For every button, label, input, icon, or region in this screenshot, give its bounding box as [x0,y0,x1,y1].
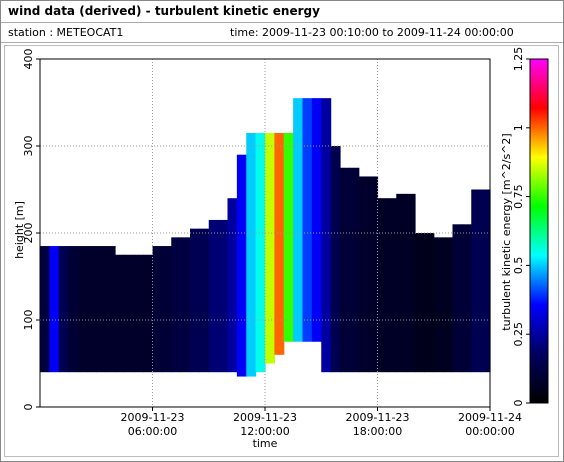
colorbar-tick-label: 0 [512,400,525,407]
y-axis-label: height [m] [13,201,26,259]
y-tick-label: 0 [22,404,35,411]
heat-column [480,189,491,373]
heat-column [68,246,79,373]
heat-column [255,132,266,373]
heat-column [77,246,88,373]
heat-column [96,246,107,373]
heat-column [433,237,444,373]
y-tick-label: 100 [22,310,35,331]
colorbar-tick-label: 0.75 [512,184,525,209]
x-tick-label: 2009-11-24 00:00:00 [458,411,522,438]
heat-column [302,98,313,342]
heat-column [171,237,182,373]
colorbar-tick-label: 1.25 [512,47,525,72]
heat-column [152,246,163,373]
heat-column [124,254,135,373]
heat-column [218,219,229,373]
heat-column [377,198,388,373]
y-tick-label: 300 [22,136,35,157]
heat-column [311,98,322,342]
x-tick-label: 2009-11-23 12:00:00 [233,411,297,438]
heat-column [199,228,210,373]
heat-column [105,246,116,373]
heat-column [133,254,144,373]
colorbar-tick-label: 0.25 [512,322,525,347]
heat-column [349,167,360,373]
y-tick-label: 400 [22,49,35,70]
colorbar-tick-label: 1 [512,124,525,131]
chart-frame [4,45,559,457]
heat-column [358,176,369,373]
heat-column [143,254,154,373]
station: station : METEOCAT1 [8,26,123,39]
x-tick-label: 2009-11-23 06:00:00 [121,411,185,438]
heat-column [415,233,425,373]
heat-column [443,237,454,373]
heat-column [452,224,463,373]
heat-column [115,254,125,373]
heat-column [321,98,332,373]
heat-column [293,98,304,342]
heat-column [265,132,275,364]
colorbar-label: turbulent kinetic energy [m^2/s^2] [500,133,513,330]
heat-column [396,193,407,373]
x-axis-label: time [253,437,278,450]
chart-title: wind data (derived) - turbulent kinetic … [8,4,320,18]
heat-column [236,154,247,377]
plot-frame [39,58,491,408]
heat-column [283,132,294,342]
heat-column [386,198,397,373]
heat-column [274,132,285,355]
colorbar-tick-label: 0.5 [512,257,525,275]
heat-column [246,132,257,377]
heat-column [340,167,350,373]
heat-column [86,246,97,373]
heat-column [161,246,172,373]
heat-column [180,237,191,373]
heat-column [424,233,435,373]
heat-column [461,224,472,373]
colorbar [529,58,549,404]
heat-column [40,246,50,373]
heat-column [49,246,60,373]
period: time: 2009-11-23 00:10:00 to 2009-11-24 … [230,26,514,39]
heat-column [368,176,379,373]
heat-column [58,246,69,373]
heat-column [208,219,219,373]
heat-column [190,228,200,373]
x-tick-label: 2009-11-23 18:00:00 [346,411,410,438]
y-tick-label: 200 [22,223,35,244]
heat-column [330,146,341,373]
heat-column [227,198,238,373]
heat-column [405,193,416,373]
heat-column [471,189,482,373]
